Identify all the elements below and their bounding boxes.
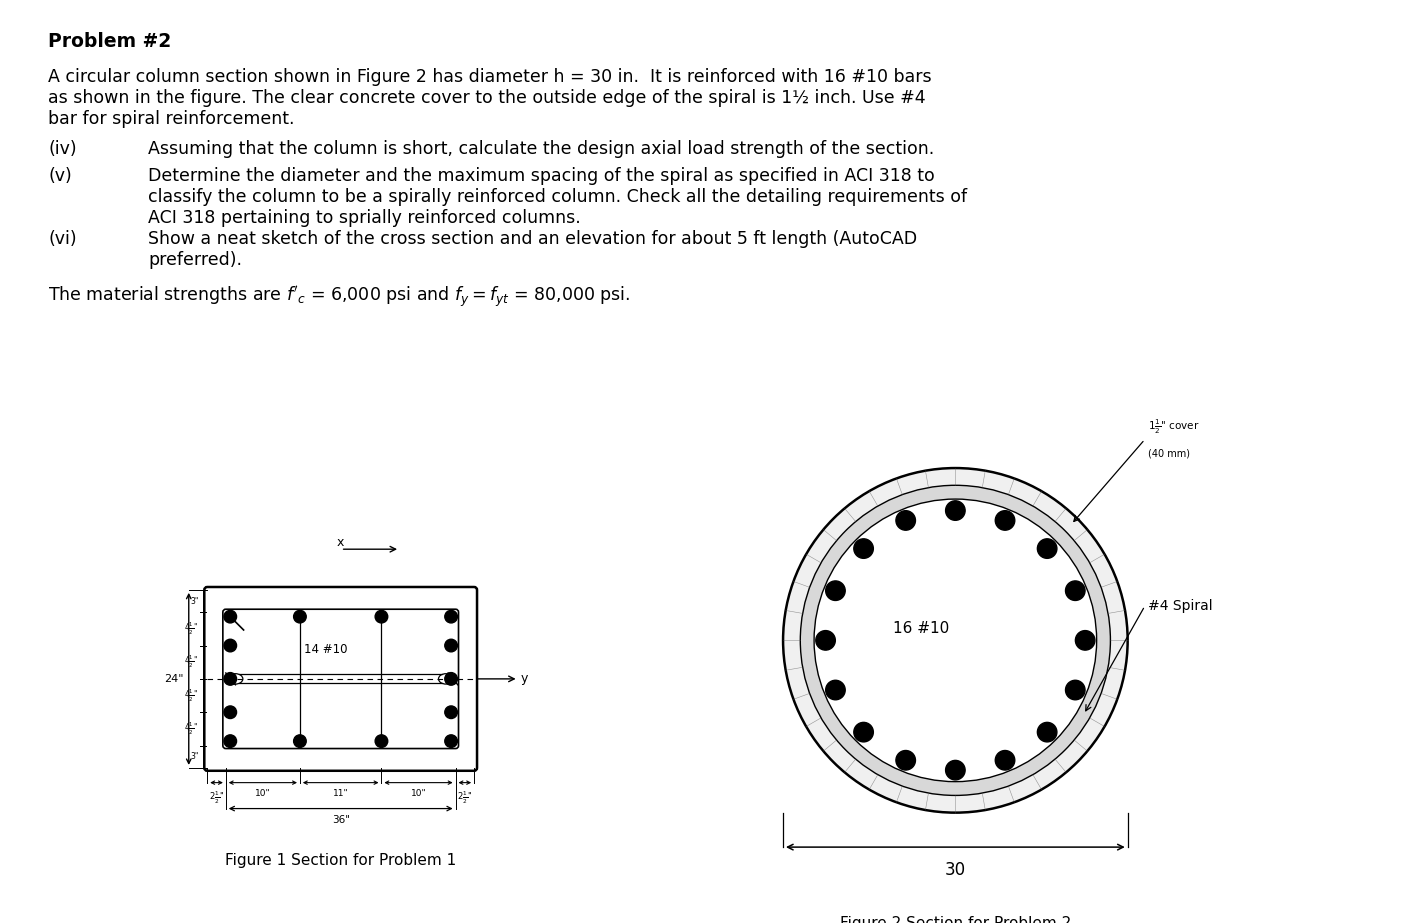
Text: (iv): (iv) [48,140,77,158]
Text: 11": 11" [333,789,348,798]
Circle shape [896,510,915,530]
Circle shape [1066,680,1085,700]
Text: as shown in the figure. The clear concrete cover to the outside edge of the spir: as shown in the figure. The clear concre… [48,89,925,107]
Text: 16 #10: 16 #10 [893,621,949,636]
Text: bar for spiral reinforcement.: bar for spiral reinforcement. [48,110,295,128]
Text: #4 Spiral: #4 Spiral [1148,599,1213,613]
Circle shape [800,485,1111,796]
Text: x: x [337,536,344,549]
Circle shape [225,610,236,623]
Text: (vi): (vi) [48,230,77,248]
Text: (40 mm): (40 mm) [1148,449,1191,459]
Circle shape [854,539,873,558]
Circle shape [995,750,1015,770]
Text: 36": 36" [331,815,350,825]
Circle shape [375,735,388,748]
Circle shape [445,735,458,748]
Circle shape [225,673,236,685]
Circle shape [1038,539,1057,558]
Circle shape [225,706,236,718]
Text: 3": 3" [190,752,198,761]
Circle shape [293,735,306,748]
Text: 4$\frac{1}{2}$": 4$\frac{1}{2}$" [184,621,198,637]
Text: Show a neat sketch of the cross section and an elevation for about 5 ft length (: Show a neat sketch of the cross section … [147,230,917,248]
Circle shape [293,610,306,623]
Text: 2$\frac{1}{2}$": 2$\frac{1}{2}$" [458,789,472,806]
Text: y: y [521,672,528,686]
Text: 14 #10: 14 #10 [303,642,347,655]
Text: A circular column section shown in Figure 2 has diameter h = 30 in.  It is reinf: A circular column section shown in Figur… [48,68,932,86]
Text: (v): (v) [48,167,72,185]
Circle shape [375,610,388,623]
Circle shape [946,761,965,780]
Circle shape [225,735,236,748]
Circle shape [814,499,1097,782]
Text: preferred).: preferred). [147,251,241,269]
Text: Determine the diameter and the maximum spacing of the spiral as specified in ACI: Determine the diameter and the maximum s… [147,167,935,185]
Circle shape [826,581,845,601]
Text: 24": 24" [164,674,184,684]
Text: 4$\frac{1}{2}$": 4$\frac{1}{2}$" [184,654,198,670]
Text: Figure 2 Section for Problem 2: Figure 2 Section for Problem 2 [840,916,1071,923]
Circle shape [826,680,845,700]
Text: 2$\frac{1}{2}$": 2$\frac{1}{2}$" [209,789,225,806]
Text: 4$\frac{1}{2}$": 4$\frac{1}{2}$" [184,721,198,737]
Circle shape [445,673,458,685]
Text: classify the column to be a spirally reinforced column. Check all the detailing : classify the column to be a spirally rei… [147,188,967,206]
Text: 3": 3" [190,596,198,605]
FancyBboxPatch shape [205,587,477,771]
Text: 10": 10" [411,789,427,798]
Circle shape [816,630,835,650]
Text: 10": 10" [256,789,271,798]
Circle shape [445,706,458,718]
Circle shape [1075,630,1095,650]
Circle shape [1038,723,1057,742]
Text: 4$\frac{1}{2}$": 4$\frac{1}{2}$" [184,688,198,703]
Text: Figure 1 Section for Problem 1: Figure 1 Section for Problem 1 [225,853,456,868]
Text: Assuming that the column is short, calculate the design axial load strength of t: Assuming that the column is short, calcu… [147,140,934,158]
Circle shape [995,510,1015,530]
Circle shape [445,610,458,623]
Text: 1$\frac{1}{2}$" cover: 1$\frac{1}{2}$" cover [1148,417,1200,436]
Text: 30: 30 [945,861,966,879]
Circle shape [896,750,915,770]
Circle shape [445,640,458,652]
Text: ACI 318 pertaining to sprially reinforced columns.: ACI 318 pertaining to sprially reinforce… [147,209,581,227]
Circle shape [225,640,236,652]
Circle shape [946,501,965,521]
Circle shape [1066,581,1085,601]
Circle shape [854,723,873,742]
Text: The material strengths are $f'_c$ = 6,000 psi and $f_y = f_{yt}$ = 80,000 psi.: The material strengths are $f'_c$ = 6,00… [48,285,630,310]
Text: Problem #2: Problem #2 [48,32,171,51]
Circle shape [783,468,1127,812]
